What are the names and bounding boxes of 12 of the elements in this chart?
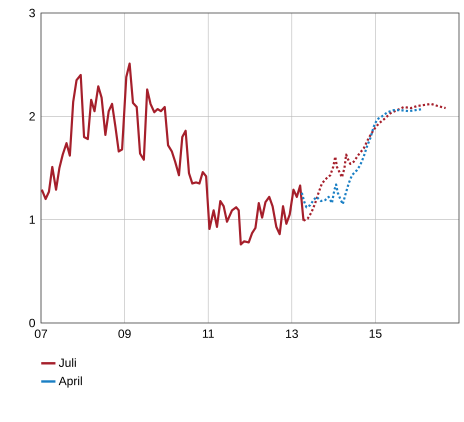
x-tick-label: 15 — [370, 330, 382, 338]
legend-label: Juli — [58, 358, 76, 367]
x-tick-label: 09 — [118, 330, 131, 338]
y-tick-label: 2 — [29, 112, 35, 121]
y-tick-label: 1 — [30, 216, 35, 224]
y-tick-label: 0 — [29, 318, 36, 328]
x-tick-label: 11 — [202, 330, 214, 338]
x-tick-label: 07 — [34, 330, 48, 338]
line-series — [300, 108, 424, 208]
y-tick-label: 3 — [29, 8, 35, 18]
legend-label: April — [58, 376, 82, 388]
x-tick-label: 13 — [286, 330, 298, 338]
